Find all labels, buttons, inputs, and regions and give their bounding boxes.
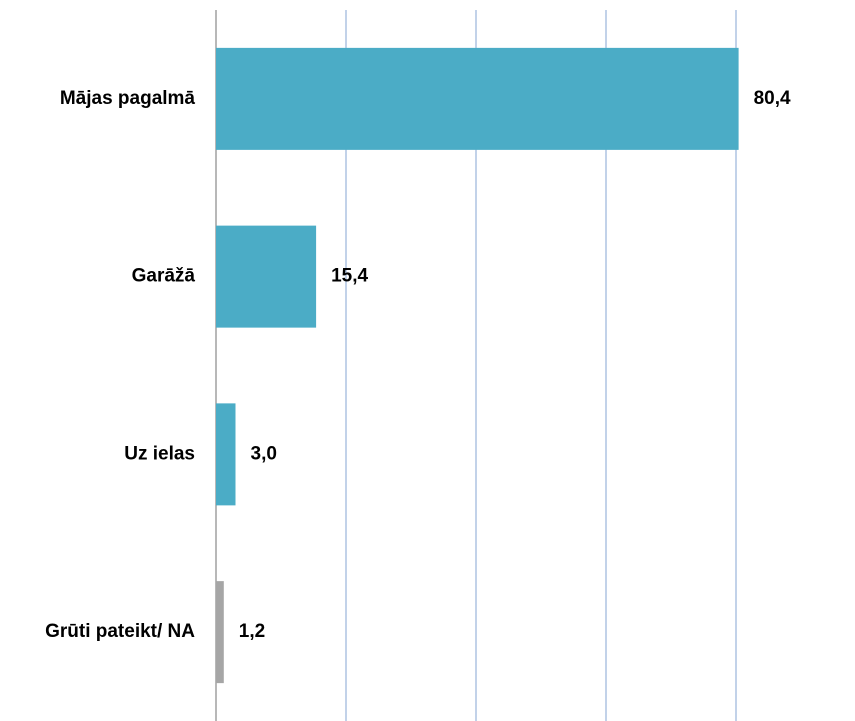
bar <box>216 581 224 684</box>
category-label: Mājas pagalmā <box>60 88 196 109</box>
bar <box>216 225 317 328</box>
category-label: Garāžā <box>132 266 196 287</box>
category-label: Grūti pateikt/ NA <box>45 621 195 642</box>
bar <box>216 47 739 150</box>
value-label: 1,2 <box>239 621 265 642</box>
bar <box>216 403 236 506</box>
value-label: 80,4 <box>754 88 791 109</box>
value-label: 3,0 <box>251 443 277 464</box>
value-label: 15,4 <box>331 266 368 287</box>
category-label: Uz ielas <box>124 443 195 464</box>
